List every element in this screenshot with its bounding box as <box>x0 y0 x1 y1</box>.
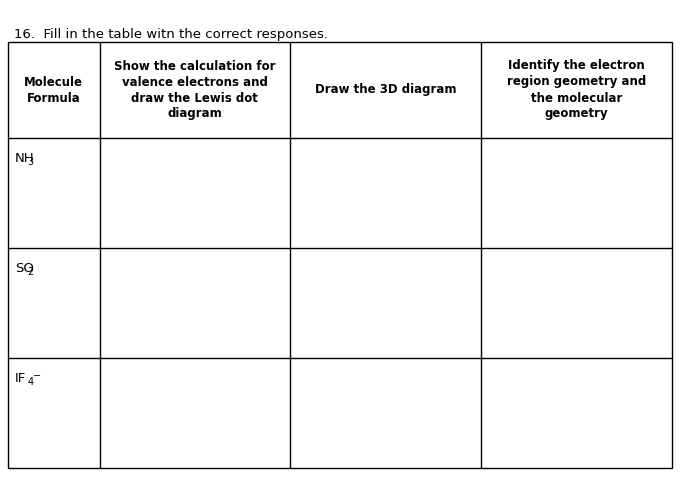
Text: 3: 3 <box>27 157 34 167</box>
Text: Draw the 3D diagram: Draw the 3D diagram <box>314 84 456 96</box>
Text: 4: 4 <box>27 377 34 387</box>
Text: IF: IF <box>15 372 26 385</box>
Text: NH: NH <box>15 152 35 165</box>
Text: 2: 2 <box>27 267 34 277</box>
Text: Show the calculation for
valence electrons and
draw the Lewis dot
diagram: Show the calculation for valence electro… <box>114 60 275 120</box>
Text: −: − <box>33 371 41 381</box>
Text: SO: SO <box>15 262 34 275</box>
Text: 16.  Fill in the table witn the correct responses.: 16. Fill in the table witn the correct r… <box>14 28 328 41</box>
Text: Molecule
Formula: Molecule Formula <box>24 75 84 105</box>
Text: Identify the electron
region geometry and
the molecular
geometry: Identify the electron region geometry an… <box>507 60 646 120</box>
